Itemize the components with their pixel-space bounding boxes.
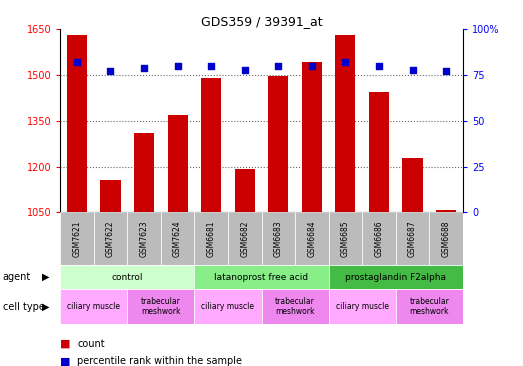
Bar — [436, 210, 456, 212]
Title: GDS359 / 39391_at: GDS359 / 39391_at — [201, 15, 322, 28]
Point — [140, 65, 148, 71]
Bar — [94, 212, 127, 265]
Bar — [396, 212, 429, 265]
Bar — [201, 78, 221, 212]
Point — [207, 63, 215, 69]
Bar — [295, 212, 328, 265]
Bar — [262, 289, 328, 324]
Text: GSM6681: GSM6681 — [207, 221, 215, 257]
Bar — [134, 133, 154, 212]
Bar — [60, 212, 94, 265]
Point — [274, 63, 282, 69]
Bar — [235, 169, 255, 212]
Bar — [262, 212, 295, 265]
Bar — [328, 289, 396, 324]
Point — [308, 63, 316, 69]
Text: ■: ■ — [60, 356, 71, 366]
Text: ▶: ▶ — [42, 272, 50, 282]
Bar — [161, 212, 195, 265]
Text: GSM7624: GSM7624 — [173, 220, 182, 257]
Bar — [100, 180, 120, 212]
Point — [375, 63, 383, 69]
Text: control: control — [111, 273, 143, 282]
Bar — [328, 265, 463, 289]
Bar — [195, 289, 262, 324]
Bar — [362, 212, 396, 265]
Text: prostaglandin F2alpha: prostaglandin F2alpha — [345, 273, 446, 282]
Text: percentile rank within the sample: percentile rank within the sample — [77, 356, 242, 366]
Text: ciliary muscle: ciliary muscle — [67, 302, 120, 311]
Bar — [369, 92, 389, 212]
Bar — [335, 35, 356, 212]
Text: trabecular
meshwork: trabecular meshwork — [141, 297, 181, 316]
Text: GSM7623: GSM7623 — [140, 220, 149, 257]
Text: GSM6688: GSM6688 — [441, 221, 451, 257]
Text: ciliary muscle: ciliary muscle — [201, 302, 255, 311]
Bar — [195, 265, 328, 289]
Bar — [328, 212, 362, 265]
Point — [442, 68, 450, 74]
Bar — [268, 76, 288, 212]
Text: GSM7621: GSM7621 — [72, 221, 82, 257]
Bar — [403, 158, 423, 212]
Bar — [127, 289, 195, 324]
Point — [174, 63, 182, 69]
Text: trabecular
meshwork: trabecular meshwork — [410, 297, 449, 316]
Text: ▶: ▶ — [42, 302, 50, 311]
Text: latanoprost free acid: latanoprost free acid — [214, 273, 309, 282]
Point — [241, 67, 249, 72]
Bar — [195, 212, 228, 265]
Bar — [60, 289, 127, 324]
Point — [73, 59, 81, 65]
Bar — [60, 265, 195, 289]
Bar — [429, 212, 463, 265]
Text: GSM6685: GSM6685 — [341, 220, 350, 257]
Point — [341, 59, 349, 65]
Text: GSM7622: GSM7622 — [106, 221, 115, 257]
Text: GSM6687: GSM6687 — [408, 220, 417, 257]
Bar — [67, 36, 87, 212]
Bar — [396, 289, 463, 324]
Bar — [302, 62, 322, 212]
Text: count: count — [77, 339, 105, 349]
Text: agent: agent — [3, 272, 31, 282]
Point — [106, 68, 115, 74]
Text: ■: ■ — [60, 339, 71, 349]
Text: ciliary muscle: ciliary muscle — [336, 302, 389, 311]
Text: trabecular
meshwork: trabecular meshwork — [275, 297, 315, 316]
Text: GSM6684: GSM6684 — [308, 220, 316, 257]
Bar — [167, 115, 188, 212]
Text: GSM6682: GSM6682 — [240, 221, 249, 257]
Text: cell type: cell type — [3, 302, 44, 311]
Text: GSM6686: GSM6686 — [374, 220, 383, 257]
Bar — [127, 212, 161, 265]
Bar — [228, 212, 262, 265]
Point — [408, 67, 417, 72]
Text: GSM6683: GSM6683 — [274, 220, 283, 257]
